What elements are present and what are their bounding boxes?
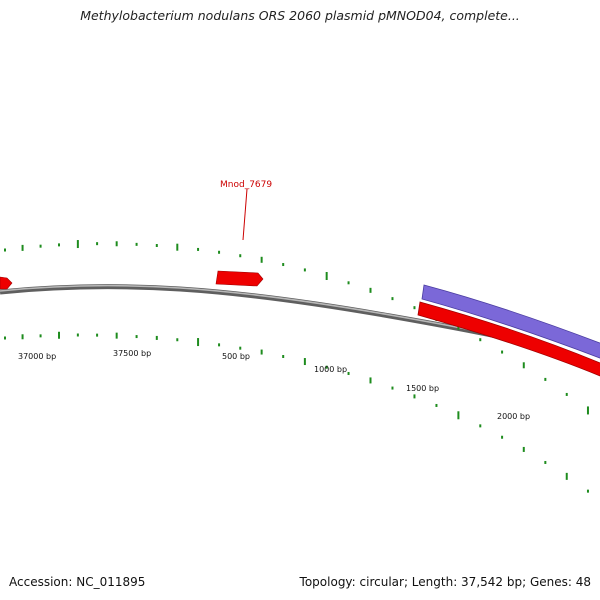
position-label-1000: 1000 bp [314,365,347,374]
gene-label-mnod-7679[interactable]: Mnod_7679 [220,180,272,190]
gene-label-leader [242,188,248,241]
genome-summary: Topology: circular; Length: 37,542 bp; G… [299,575,591,589]
position-label-2000: 2000 bp [497,412,530,421]
map-title: Methylobacterium nodulans ORS 2060 plasm… [80,8,520,23]
position-label-37500: 37500 bp [113,349,151,358]
gene-mnod-7679[interactable] [215,270,264,287]
position-label-37000: 37000 bp [18,352,56,361]
position-label-500: 500 bp [222,352,250,361]
genome-backbone-highlight [0,284,600,370]
accession-label: Accession: NC_011895 [9,575,146,589]
position-label-1500: 1500 bp [406,384,439,393]
forward-gene-feature[interactable] [417,301,600,378]
reverse-gene-feature[interactable] [421,284,600,360]
gc-skew-inner-ticks [4,331,589,493]
gene-feature-left[interactable] [0,276,13,290]
